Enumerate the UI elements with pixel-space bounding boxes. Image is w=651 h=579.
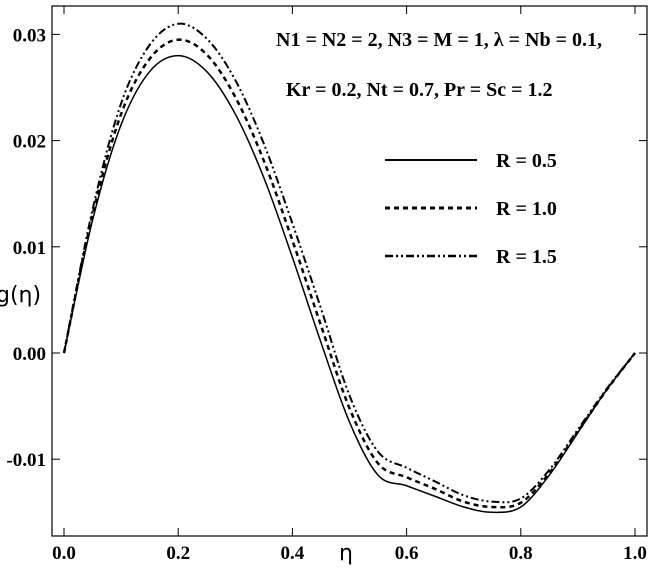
x-tick-label: 0.6 <box>395 543 419 564</box>
plot-frame <box>51 5 648 537</box>
legend-label: R = 0.5 <box>496 150 557 172</box>
x-tick-label: 0.2 <box>166 543 190 564</box>
y-tick-label: 0.02 <box>13 132 46 153</box>
x-tick-label: 0.8 <box>509 543 533 564</box>
x-axis-label: η <box>339 541 353 566</box>
x-tick-label: 1.0 <box>623 543 647 564</box>
series-line <box>63 54 636 514</box>
y-tick-label: 0.00 <box>13 344 46 365</box>
x-tick-label: 0.4 <box>281 543 305 564</box>
series-line <box>63 22 636 504</box>
parameter-annotation-line-1: N1 = N2 = 2, N3 = M = 1, λ = Nb = 0.1, <box>276 29 602 51</box>
parameter-annotation-line-2: Kr = 0.2, Nt = 0.7, Pr = Sc = 1.2 <box>286 79 553 101</box>
legend: R = 0.5 R = 1.0 R = 1.5 <box>385 150 557 268</box>
y-tick-label: -0.01 <box>6 450 46 471</box>
x-tick-label: 0.0 <box>52 543 76 564</box>
series-line <box>62 38 636 509</box>
y-tick-label: 0.03 <box>13 25 46 46</box>
y-axis-label: g(η) <box>0 283 41 308</box>
series-lines <box>62 22 636 514</box>
legend-label: R = 1.5 <box>496 246 557 268</box>
y-tick-label: 0.01 <box>13 238 46 259</box>
legend-label: R = 1.0 <box>496 198 557 220</box>
axis-ticks: 0.0 0.2 0.4 0.6 0.8 1.0 0.03 0.02 0.01 0.00 -0.01 <box>6 6 647 564</box>
parameter-annotation: N1 = N2 = 2, N3 = M = 1, λ = Nb = 0.1, K… <box>276 29 602 101</box>
